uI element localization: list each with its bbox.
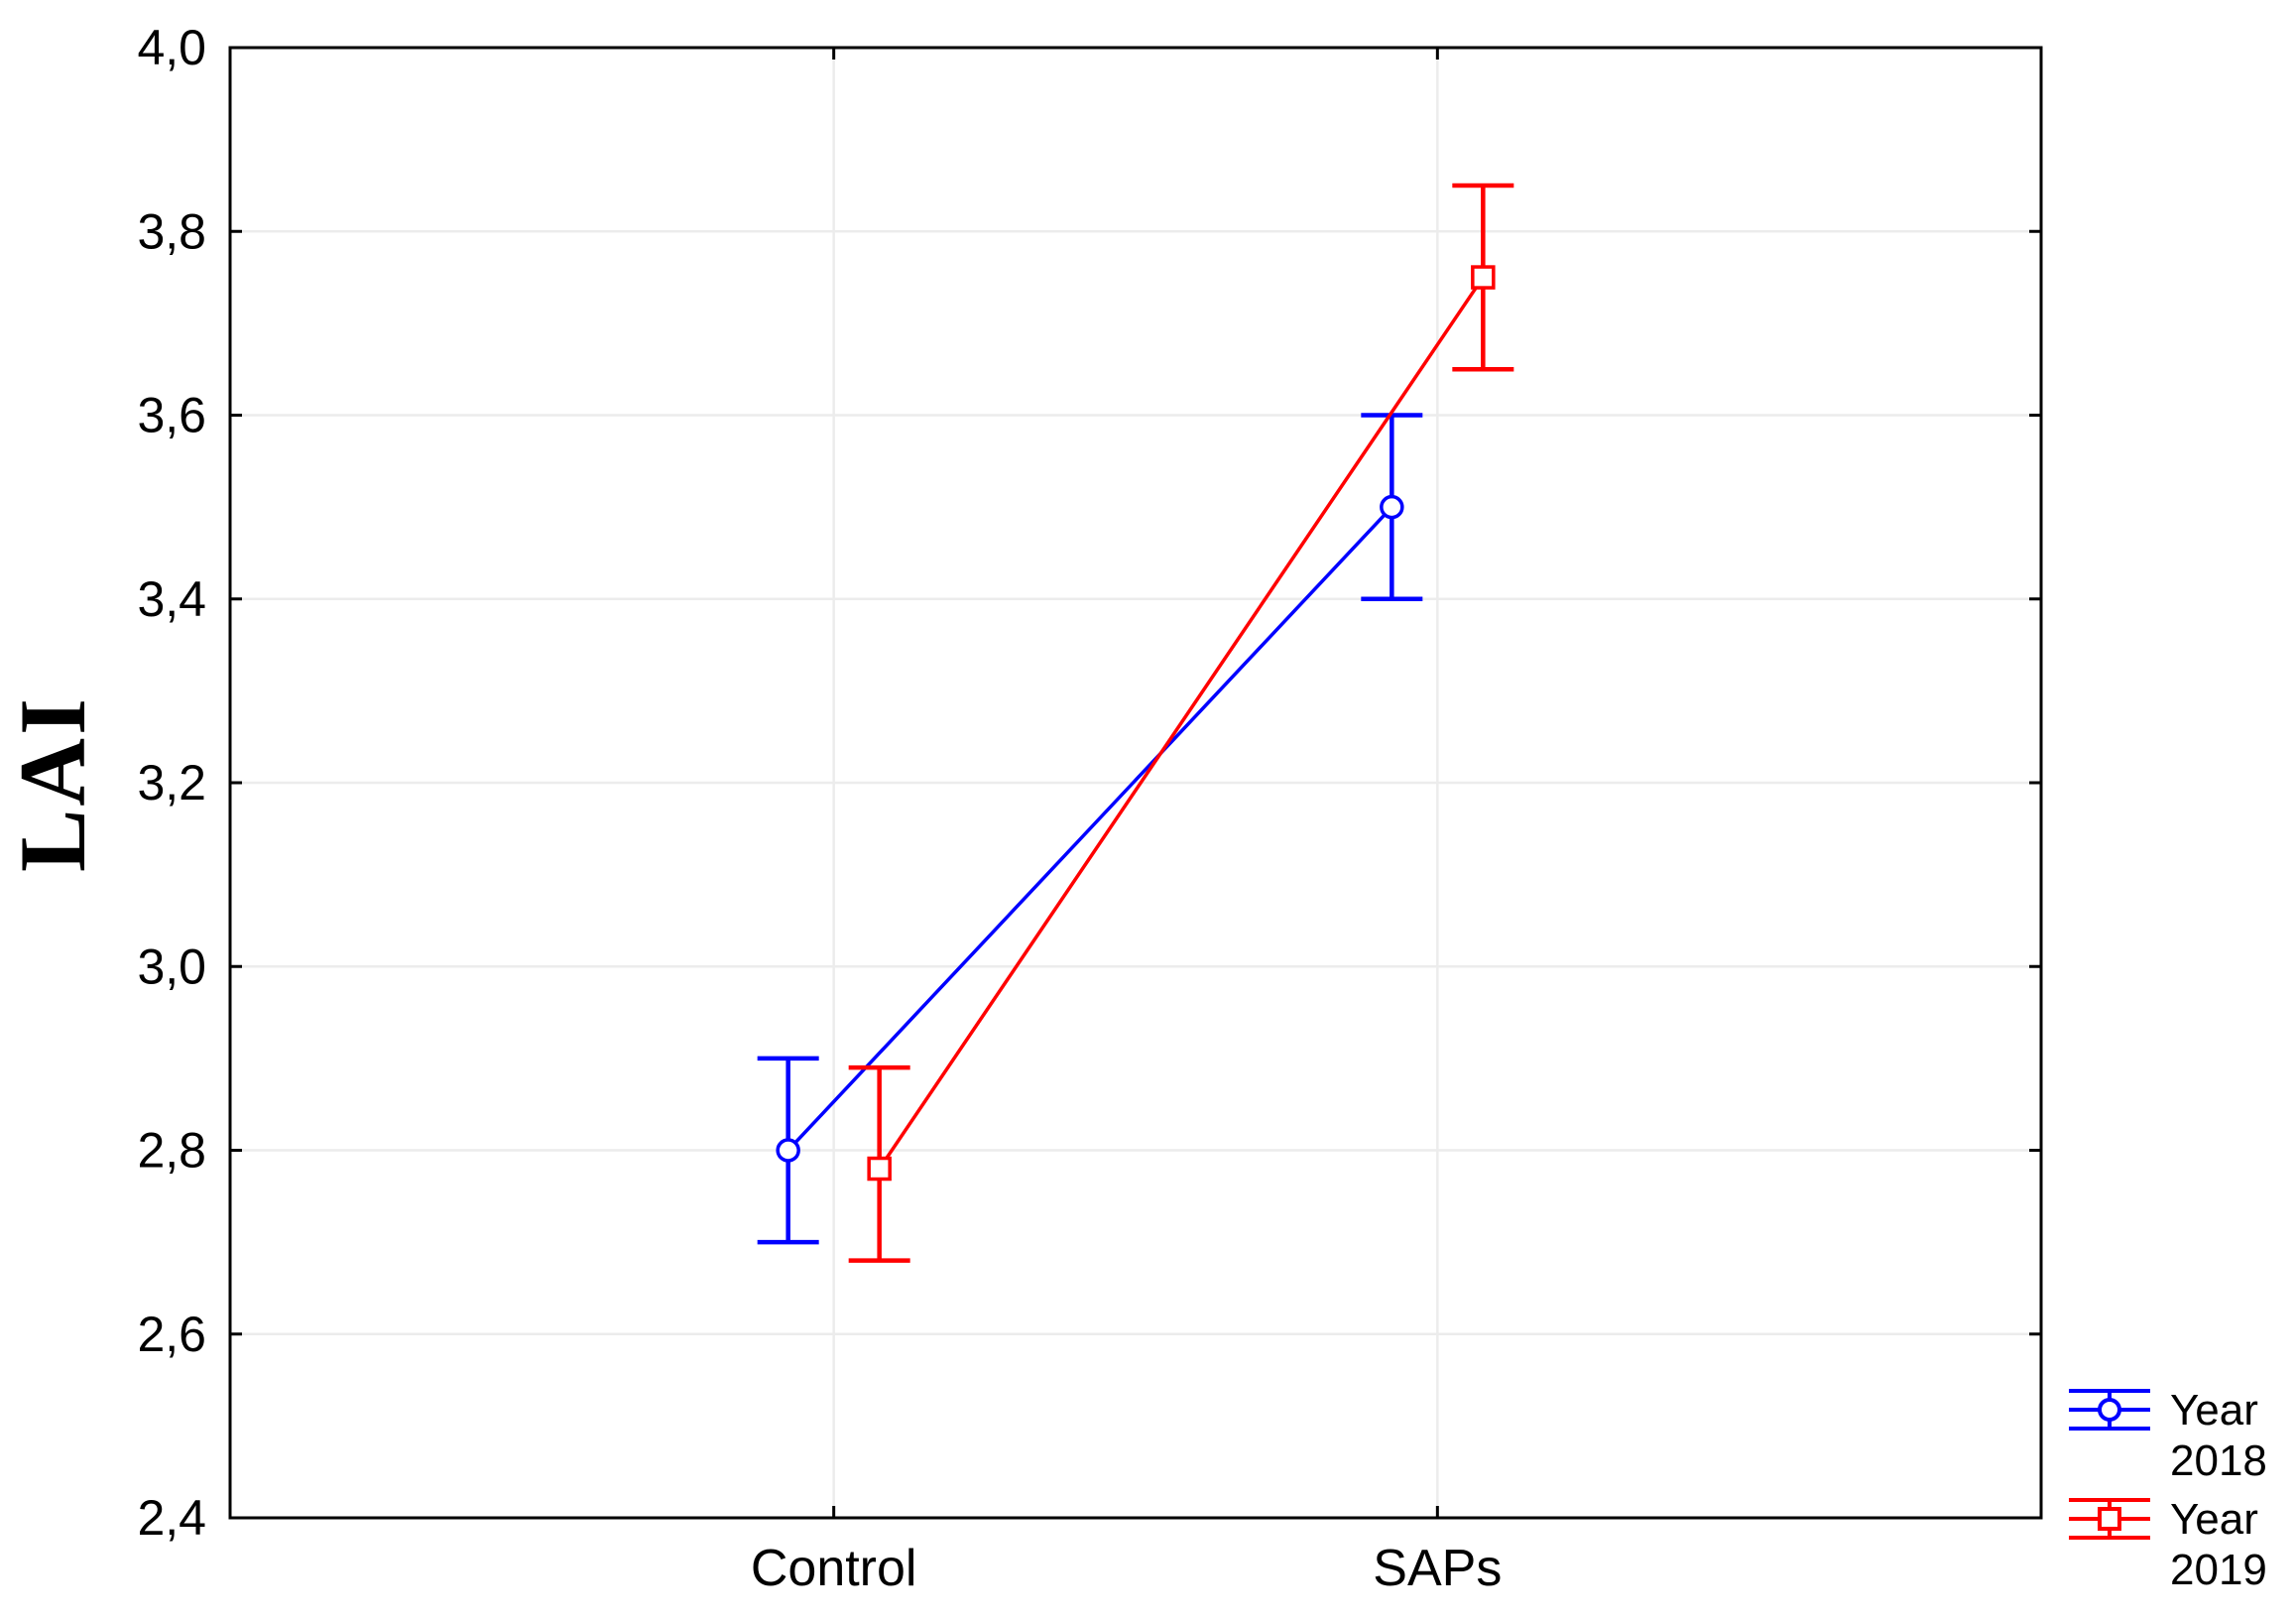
legend-label-year-2018: Year 2018 bbox=[2170, 1386, 2267, 1485]
y-tick-label: 2,4 bbox=[137, 1490, 206, 1546]
legend-item-year-2018: Year 2018 bbox=[2069, 1385, 2296, 1486]
x-tick-label-saps: SAPs bbox=[1373, 1540, 1502, 1597]
y-tick-label: 3,4 bbox=[137, 571, 206, 627]
marker-year-2018-saps bbox=[1380, 494, 1404, 520]
y-tick-label: 2,8 bbox=[137, 1123, 206, 1179]
series-year-2019 bbox=[848, 183, 1514, 1263]
marker-year-2019-control bbox=[867, 1156, 892, 1182]
axis-ticks bbox=[230, 46, 2041, 1520]
y-tick-label: 3,8 bbox=[137, 203, 206, 259]
gridlines bbox=[230, 48, 2041, 1518]
y-tick-label: 4,0 bbox=[137, 20, 206, 75]
legend-label-year-2019: Year 2019 bbox=[2170, 1495, 2267, 1594]
y-axis-title: LAI bbox=[0, 695, 105, 872]
x-tick-labels: Control SAPs bbox=[751, 1540, 1503, 1597]
y-tick-label: 2,6 bbox=[137, 1307, 206, 1362]
marker-year-2018-control bbox=[776, 1138, 800, 1163]
legend-item-year-2019: Year 2019 bbox=[2069, 1494, 2296, 1595]
legend: Year 2018 Year 2019 bbox=[2069, 1385, 2296, 1595]
series-line-year-2018 bbox=[786, 505, 1393, 1152]
y-tick-label: 3,2 bbox=[137, 755, 206, 811]
error-bar-circle-marker-icon bbox=[2069, 1389, 2150, 1431]
y-tick-label: 3,6 bbox=[137, 388, 206, 443]
series-line-year-2019 bbox=[878, 276, 1485, 1171]
x-tick-label-control: Control bbox=[751, 1540, 917, 1597]
y-tick-label: 3,0 bbox=[137, 938, 206, 994]
y-tick-labels: 2,4 2,6 2,8 3,0 3,2 3,4 3,6 3,8 4,0 bbox=[137, 20, 206, 1546]
series-year-2018 bbox=[757, 413, 1423, 1245]
marker-year-2019-saps bbox=[1471, 265, 1496, 290]
error-bar-square-marker-icon bbox=[2069, 1498, 2150, 1540]
